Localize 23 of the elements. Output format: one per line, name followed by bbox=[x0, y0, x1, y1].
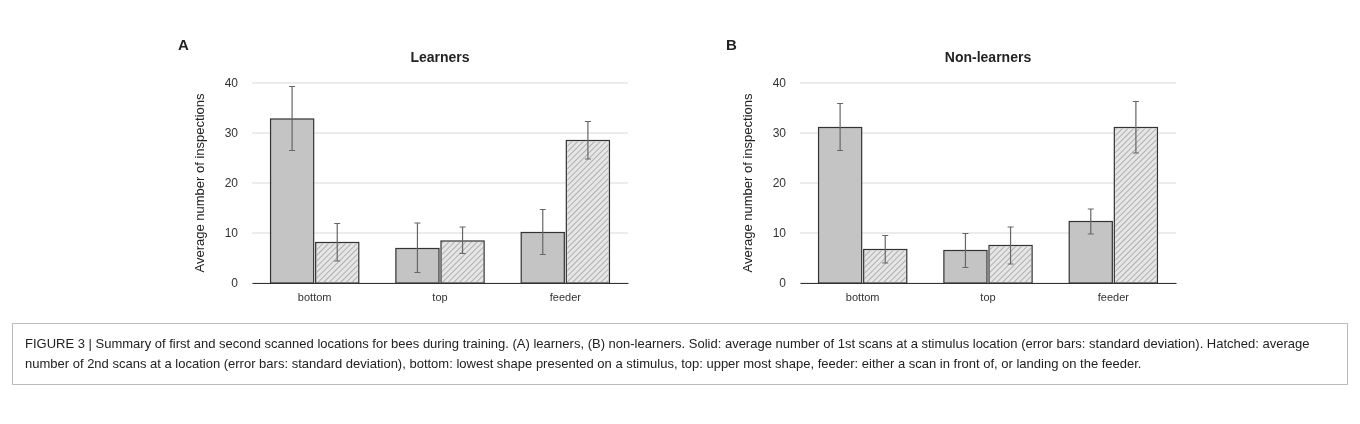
caption: FIGURE 3 | Summary of first and second scanned locations for bees during training. (A) learners, (B) non-learners. Solid: average number of 1st scans at a stimulus location (error bars: standard deviation). Hatched: average number of 2nd scans at a location (error bars: standard deviation), bottom: lowest shape presented on a stimulus, top: upper most shape, feeder: either a scan in front of, or landing on the feeder. bbox=[12, 323, 1348, 385]
x-tick-label: top bbox=[432, 290, 448, 303]
x-tick-label: bottom bbox=[845, 290, 880, 303]
y-tick-label: 30 bbox=[772, 126, 787, 141]
text: A bbox=[178, 36, 189, 53]
x-tick-label: top bbox=[980, 290, 996, 303]
y-tick-label: 20 bbox=[772, 176, 787, 191]
y-tick-label: 0 bbox=[231, 276, 239, 291]
chart-title: Non-learners bbox=[944, 49, 1032, 65]
y-tick-label: 10 bbox=[772, 226, 787, 241]
y-tick-label: 10 bbox=[224, 226, 239, 241]
text: B bbox=[726, 36, 737, 53]
y-tick-label: 40 bbox=[224, 76, 239, 91]
y-axis-title: Average number of inspections bbox=[192, 93, 207, 273]
y-tick-label: 20 bbox=[224, 176, 239, 191]
chart-title: Learners bbox=[410, 49, 470, 65]
y-tick-label: 30 bbox=[224, 126, 239, 141]
y-axis-title: Average number of inspections bbox=[740, 93, 755, 273]
x-tick-label: feeder bbox=[549, 290, 582, 303]
y-tick-label: 40 bbox=[772, 76, 787, 91]
x-tick-label: bottom bbox=[297, 290, 332, 303]
x-tick-label: feeder bbox=[1097, 290, 1130, 303]
y-tick-label: 0 bbox=[779, 276, 787, 291]
